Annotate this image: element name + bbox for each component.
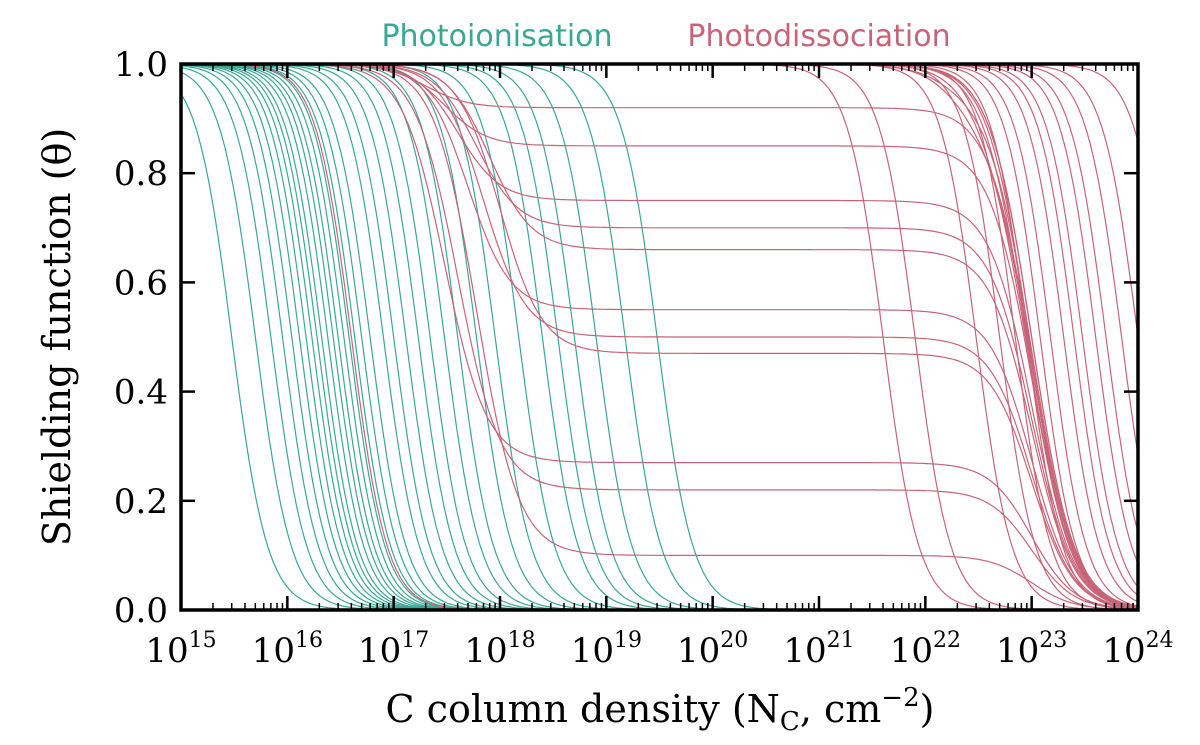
- x-tick-exponent: 22: [933, 628, 961, 653]
- y-tick-label: 0.4: [114, 373, 168, 413]
- x-tick-exponent: 15: [189, 628, 217, 653]
- x-tick-label: 1022: [890, 628, 961, 671]
- x-axis-title: C column density (NC, cm−2): [386, 683, 935, 737]
- x-tick-label: 1015: [145, 628, 216, 671]
- legend-entry-photodissociation: Photodissociation: [687, 19, 950, 54]
- x-axis-title-sub: C: [780, 707, 800, 737]
- y-tick-label: 0.8: [114, 154, 168, 194]
- x-tick-base: 10: [996, 631, 1039, 671]
- photodissociation-curve-9: [181, 63, 1139, 610]
- x-tick-base: 10: [677, 631, 720, 671]
- x-axis-title-unit: , cm: [800, 687, 881, 731]
- x-tick-label: 1021: [783, 628, 854, 671]
- x-tick-base: 10: [571, 631, 614, 671]
- x-tick-exponent: 21: [827, 628, 855, 653]
- x-tick-label: 1024: [1102, 628, 1173, 671]
- y-tick-label: 1.0: [114, 45, 168, 85]
- x-tick-exponent: 23: [1039, 628, 1067, 653]
- x-tick-exponent: 16: [295, 628, 323, 653]
- x-tick-label: 1019: [571, 628, 642, 671]
- x-tick-base: 10: [358, 631, 401, 671]
- x-tick-base: 10: [464, 631, 507, 671]
- x-tick-label: 1018: [464, 628, 535, 671]
- x-tick-label: 1017: [358, 628, 429, 671]
- legend-entry-photoionisation: Photoionisation: [381, 19, 612, 54]
- x-tick-base: 10: [890, 631, 933, 671]
- x-tick-exponent: 18: [508, 628, 536, 653]
- x-tick-base: 10: [145, 631, 188, 671]
- x-tick-exponent: 24: [1146, 628, 1174, 653]
- plot-frame: [179, 62, 1140, 612]
- x-tick-exponent: 19: [614, 628, 642, 653]
- plot-curves: [180, 63, 1139, 611]
- legend: Photoionisation Photodissociation: [381, 19, 950, 54]
- y-tick-label: 0.0: [114, 591, 168, 631]
- x-tick-exponent: 17: [401, 628, 429, 653]
- tick-labels: 1015 1016 1017 1018 1019 1020 1021 1022 1023 1024…: [114, 45, 1174, 671]
- y-tick-label: 0.2: [114, 482, 168, 522]
- x-tick-label: 1016: [252, 628, 323, 671]
- x-tick-exponent: 20: [720, 628, 748, 653]
- x-axis-title-main: C column density (N: [386, 687, 780, 731]
- x-tick-base: 10: [1102, 631, 1145, 671]
- x-tick-label: 1020: [677, 628, 748, 671]
- y-axis-title: Shielding function (θ): [35, 128, 79, 546]
- x-tick-label: 1023: [996, 628, 1067, 671]
- x-axis-title-exp: −2: [881, 683, 919, 713]
- y-tick-label: 0.6: [114, 263, 168, 303]
- x-tick-base: 10: [783, 631, 826, 671]
- x-tick-base: 10: [252, 631, 295, 671]
- x-axis-title-close: ): [920, 687, 935, 731]
